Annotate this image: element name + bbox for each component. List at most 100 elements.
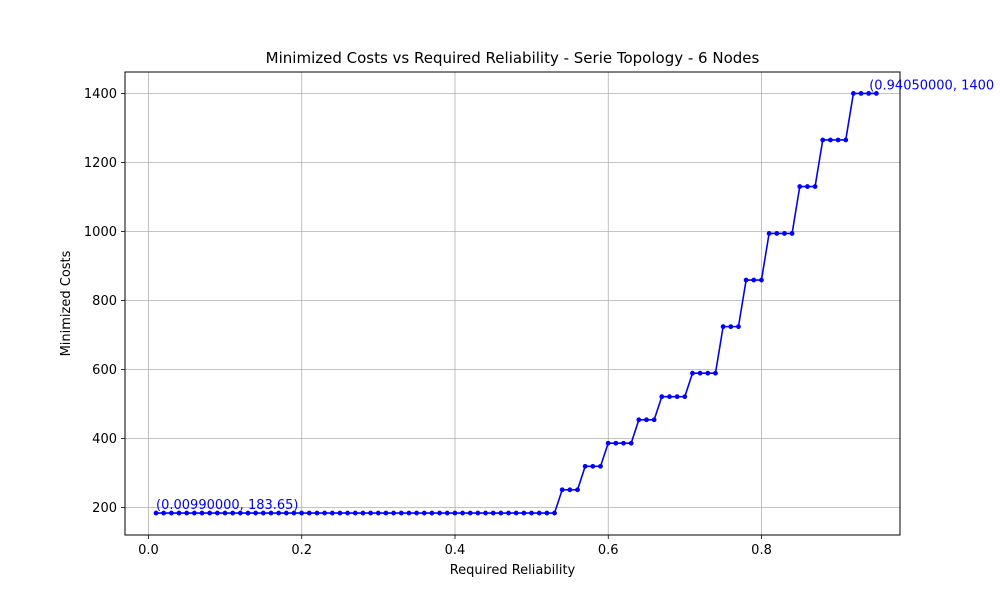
data-point	[199, 510, 205, 516]
data-point	[751, 277, 757, 283]
point-annotation: (0.00990000, 183.65)	[156, 498, 298, 513]
data-point	[421, 510, 427, 516]
data-point	[306, 510, 312, 516]
data-point	[368, 510, 374, 516]
data-point	[398, 510, 404, 516]
chart-title: Minimized Costs vs Required Reliability …	[266, 49, 760, 67]
data-point	[774, 231, 780, 236]
data-point	[659, 394, 665, 400]
data-point	[544, 510, 550, 516]
data-point	[314, 510, 320, 516]
data-point	[329, 510, 335, 516]
data-point	[322, 510, 328, 516]
y-tick-label: 400	[92, 432, 117, 447]
data-point	[467, 510, 473, 516]
point-annotation: (0.94050000, 1400	[869, 78, 994, 93]
data-point	[828, 137, 833, 143]
x-tick-label: 0.2	[291, 543, 312, 558]
data-point	[268, 510, 274, 516]
data-point	[414, 510, 419, 516]
data-point	[613, 440, 619, 446]
data-point	[391, 510, 396, 516]
data-point	[437, 510, 442, 516]
data-point	[506, 510, 511, 516]
data-point	[598, 463, 603, 469]
data-point	[214, 510, 220, 516]
data-point	[605, 440, 611, 446]
data-point	[153, 510, 159, 516]
data-point	[498, 510, 504, 516]
data-point	[475, 510, 481, 516]
data-point	[176, 510, 182, 516]
data-point	[483, 510, 488, 516]
data-point	[207, 510, 213, 516]
data-point	[621, 440, 626, 446]
data-point	[406, 510, 412, 516]
x-axis-label: Required Reliability	[450, 563, 576, 578]
x-tick-label: 0.0	[138, 543, 159, 558]
data-point	[575, 487, 580, 493]
data-point	[697, 370, 703, 376]
data-point	[222, 510, 228, 516]
data-point	[674, 394, 680, 400]
grid	[125, 72, 900, 535]
data-point	[667, 394, 672, 400]
data-point	[636, 417, 642, 423]
data-point	[375, 510, 381, 516]
data-point	[352, 510, 358, 516]
data-point	[582, 463, 588, 469]
data-point	[345, 510, 351, 516]
data-point	[184, 510, 190, 516]
data-point	[835, 137, 841, 143]
data-point	[851, 90, 856, 96]
data-point	[789, 231, 795, 236]
x-tick-label: 0.8	[751, 543, 772, 558]
y-tick-label: 1200	[84, 156, 117, 171]
data-point	[559, 487, 565, 493]
plot-frame	[124, 71, 901, 536]
data-point	[728, 324, 734, 330]
data-point	[360, 510, 366, 516]
data-point	[628, 440, 634, 446]
data-point	[736, 324, 741, 330]
y-axis-label: Minimized Costs	[59, 250, 74, 356]
data-point	[759, 277, 764, 283]
y-tick-label: 1400	[84, 87, 117, 102]
data-point	[260, 510, 266, 516]
data-point	[536, 510, 542, 516]
data-point	[766, 231, 772, 236]
x-axis: 0.0 0.2 0.4 0.6 0.8	[138, 535, 772, 558]
data-point	[567, 487, 573, 493]
data-point	[644, 417, 649, 423]
series-markers	[153, 90, 879, 516]
data-point	[299, 510, 305, 516]
data-point	[797, 184, 803, 189]
data-point	[337, 510, 343, 516]
y-tick-label: 1000	[84, 225, 117, 240]
data-point	[651, 417, 657, 423]
data-point	[590, 463, 596, 469]
data-point	[529, 510, 534, 516]
data-point	[253, 510, 259, 516]
data-point	[168, 510, 174, 516]
data-point	[805, 184, 810, 189]
data-point	[460, 510, 465, 516]
data-point	[291, 510, 297, 516]
data-point	[161, 510, 167, 516]
data-point	[874, 90, 879, 96]
y-tick-label: 600	[92, 363, 117, 378]
data-point	[521, 510, 527, 516]
data-point	[452, 510, 458, 516]
data-point	[230, 510, 236, 516]
data-point	[866, 90, 872, 96]
y-axis: 200 400 600 800 1000 1200 1400	[84, 87, 125, 516]
y-tick-label: 200	[92, 501, 117, 516]
y-tick-label: 800	[92, 294, 117, 309]
x-tick-label: 0.4	[445, 543, 466, 558]
data-point	[690, 370, 695, 376]
data-point	[513, 510, 519, 516]
data-point	[490, 510, 496, 516]
data-point	[858, 90, 864, 96]
data-point	[713, 370, 718, 376]
